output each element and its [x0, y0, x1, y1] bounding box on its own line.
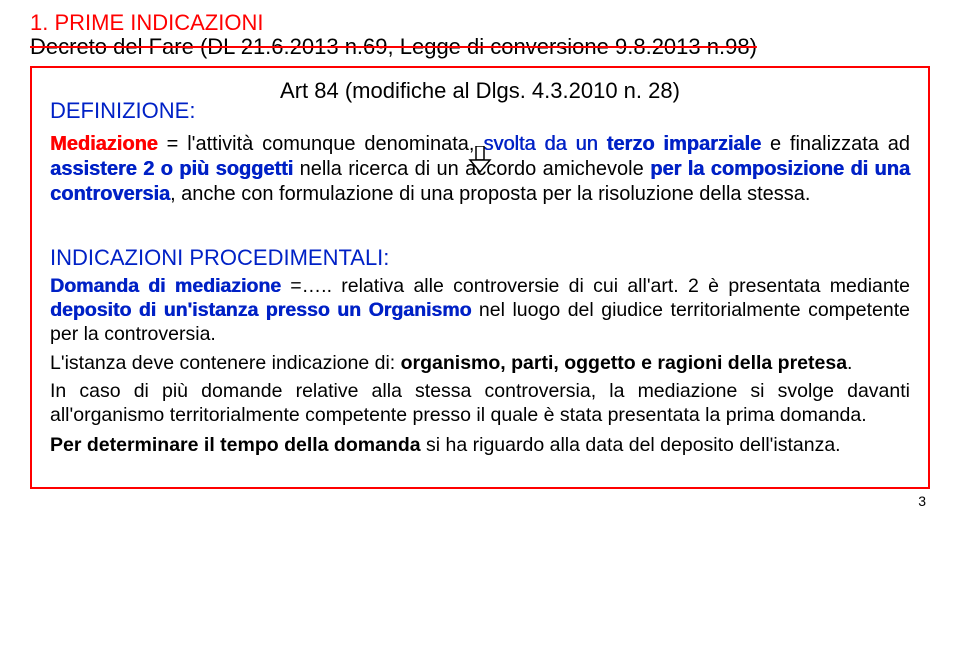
p1-svolta: svolta da un	[483, 133, 606, 155]
slide-page: 1. PRIME INDICAZIONI Decreto del Fare (D…	[30, 10, 930, 489]
p5-bold: Per determinare il tempo della domanda	[50, 434, 421, 456]
mediazione-term: Mediazione	[50, 133, 158, 155]
p3-t1: L'istanza deve contenere indicazione di:	[50, 352, 401, 374]
decree-line-strikethrough: Decreto del Fare (DL 21.6.2013 n.69, Leg…	[30, 34, 930, 60]
section-number: 1. PRIME INDICAZIONI	[30, 10, 930, 36]
p5-t1: si ha riguardo alla data del deposito de…	[421, 434, 841, 456]
procedural-title: INDICAZIONI PROCEDIMENTALI:	[50, 245, 910, 271]
article-line: Art 84 (modifiche al Dlgs. 4.3.2010 n. 2…	[50, 78, 910, 104]
deposito-term: deposito di un'istanza presso un Organis…	[50, 299, 471, 321]
p1-t4: , anche con formulazione di una proposta…	[170, 183, 810, 205]
page-number: 3	[918, 493, 926, 509]
p2-t1: =….. relativa alle controversie di cui a…	[281, 275, 910, 297]
p3-bold: organismo, parti, oggetto e ragioni dell…	[401, 352, 847, 374]
para-istanza: L'istanza deve contenere indicazione di:…	[50, 352, 910, 376]
down-arrow-icon	[468, 146, 492, 174]
red-frame: Art 84 (modifiche al Dlgs. 4.3.2010 n. 2…	[30, 66, 930, 489]
para-domanda: Domanda di mediazione =….. relativa alle…	[50, 275, 910, 346]
p1-assistere: assistere 2 o più soggetti	[50, 158, 293, 180]
p3-t2: .	[847, 352, 852, 374]
para-tempo: Per determinare il tempo della domanda s…	[50, 434, 910, 458]
p1-terzo: terzo imparziale	[607, 133, 761, 155]
p1-t2: e finalizzata ad	[761, 133, 910, 155]
domanda-term: Domanda di mediazione	[50, 275, 281, 297]
para-piu-domande: In caso di più domande relative alla ste…	[50, 380, 910, 428]
p1-t1: = l'attività comunque denominata,	[158, 133, 484, 155]
